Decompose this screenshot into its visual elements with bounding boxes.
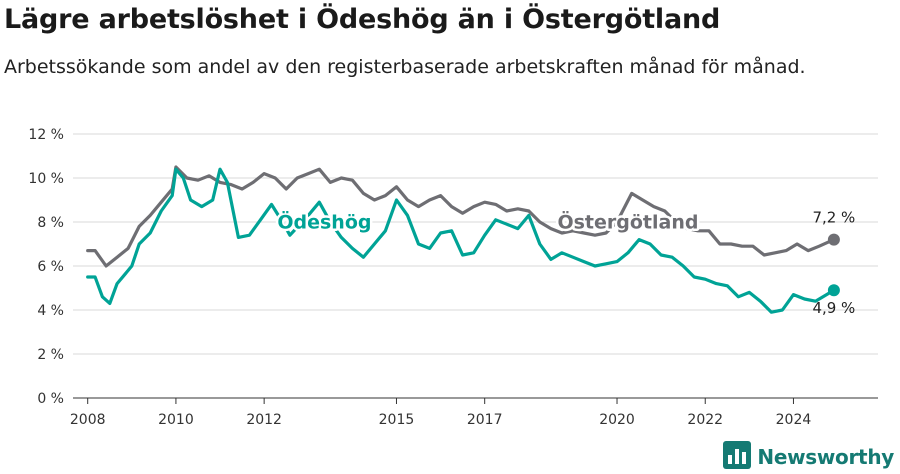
x-tick-label: 2008 xyxy=(70,412,106,428)
y-tick-label: 2 % xyxy=(37,347,64,363)
x-tick-label: 2012 xyxy=(246,412,282,428)
x-tick-label: 2017 xyxy=(467,412,503,428)
bar-chart-icon xyxy=(723,441,752,473)
series-name-label: Ödeshög xyxy=(277,210,371,234)
y-axis-ticks: 0 % 2 % 4 % 6 % 8 % 10 % 12 % xyxy=(28,127,64,407)
y-tick-label: 12 % xyxy=(28,127,64,143)
series-end-value: 7,2 % xyxy=(812,209,855,227)
y-tick-label: 4 % xyxy=(37,303,64,319)
series-lines xyxy=(86,165,840,314)
gridlines xyxy=(73,133,878,399)
x-tick-label: 2022 xyxy=(687,412,723,428)
series-end-marker xyxy=(827,233,840,246)
x-tick-label: 2015 xyxy=(379,412,415,428)
y-tick-label: 10 % xyxy=(28,171,64,187)
series-end-value: 4,9 % xyxy=(812,299,855,317)
chart-title: Lägre arbetslöshet i Ödeshög än i Österg… xyxy=(4,4,721,35)
series-line xyxy=(86,167,836,314)
brand-name: Newsworthy xyxy=(757,445,894,469)
y-tick-label: 6 % xyxy=(37,259,64,275)
series-line xyxy=(86,165,836,268)
x-tick-label: 2024 xyxy=(776,412,812,428)
y-tick-label: 8 % xyxy=(37,215,64,231)
series-labels: 7,2 % 4,9 % Ödeshög Östergötland xyxy=(275,207,855,317)
x-tick-label: 2010 xyxy=(158,412,194,428)
series-name-label: Östergötland xyxy=(557,210,698,234)
x-axis-ticks: 2008 2010 2012 2015 2017 2020 2022 2024 xyxy=(70,398,811,428)
series-end-marker xyxy=(827,284,840,297)
x-tick-label: 2020 xyxy=(599,412,635,428)
chart-subtitle: Arbetssökande som andel av den registerb… xyxy=(4,56,806,78)
newsworthy-logo[interactable]: Newsworthy xyxy=(723,441,894,473)
y-tick-label: 0 % xyxy=(37,391,64,407)
